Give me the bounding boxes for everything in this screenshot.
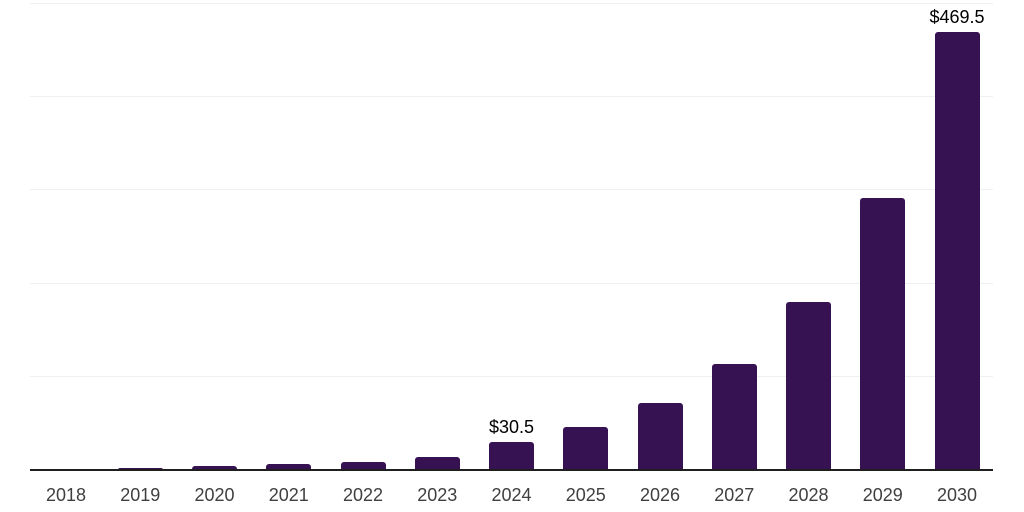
gridline-400 <box>30 95 993 97</box>
x-tick-label-2020: 2020 <box>194 485 235 505</box>
bar-2022 <box>340 461 386 470</box>
bar-2027 <box>711 364 757 470</box>
bar-2023 <box>414 456 460 470</box>
bar-2025 <box>563 427 609 470</box>
bar-2028 <box>786 301 831 470</box>
bar-2020 <box>192 465 237 470</box>
bar-2029 <box>860 197 906 470</box>
x-tick-label-2021: 2021 <box>268 485 309 505</box>
x-tick-label-2026: 2026 <box>639 485 681 505</box>
data-label-2030: $469.5 <box>929 6 985 27</box>
x-tick-label-2025: 2025 <box>565 485 606 505</box>
bar-2021 <box>266 464 312 470</box>
x-tick-label-2019: 2019 <box>120 485 161 505</box>
x-axis-line <box>30 469 993 471</box>
x-tick-label-2030: 2030 <box>936 485 978 505</box>
x-tick-label-2022: 2022 <box>342 485 384 505</box>
x-tick-label-2027: 2027 <box>714 485 755 505</box>
bar-2026 <box>637 402 683 470</box>
bar-2024 <box>489 441 534 470</box>
x-tick-label-2029: 2029 <box>862 485 903 505</box>
gridline-300 <box>30 189 993 191</box>
x-tick-label-2028: 2028 <box>788 485 829 505</box>
x-tick-label-2023: 2023 <box>417 485 458 505</box>
x-tick-label-2018: 2018 <box>45 485 87 505</box>
gridline-100 <box>30 376 993 378</box>
gridline-200 <box>30 282 993 284</box>
x-tick-label-2024: 2024 <box>491 485 532 505</box>
gridline-500 <box>30 2 993 4</box>
data-label-2024: $30.5 <box>488 416 535 437</box>
bar-2030 <box>934 31 980 470</box>
bar-2019 <box>117 467 163 470</box>
